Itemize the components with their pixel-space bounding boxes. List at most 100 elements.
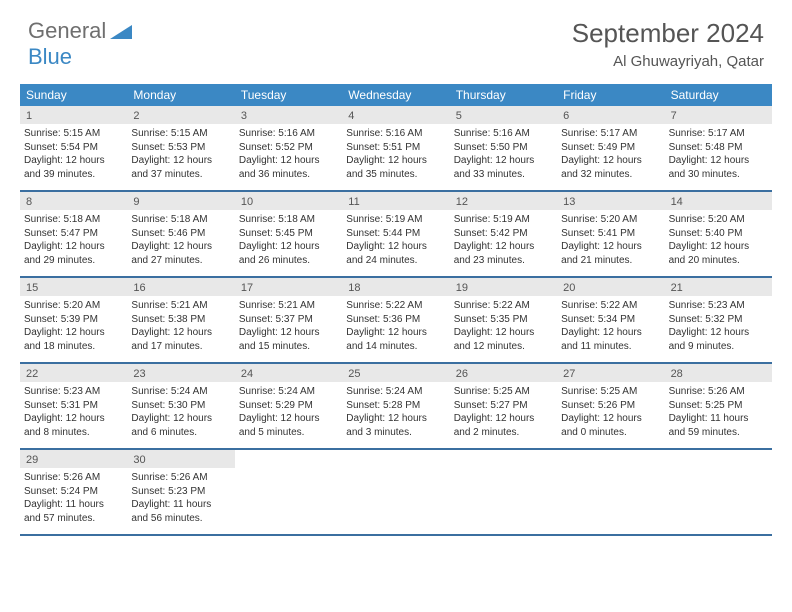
day-number: 29 xyxy=(20,452,44,468)
day-number: 3 xyxy=(235,108,253,124)
sunset-text: Sunset: 5:28 PM xyxy=(346,399,445,413)
day-cell: 7Sunrise: 5:17 AMSunset: 5:48 PMDaylight… xyxy=(665,106,772,190)
day-cell: 11Sunrise: 5:19 AMSunset: 5:44 PMDayligh… xyxy=(342,192,449,276)
daylight-text: and 9 minutes. xyxy=(669,340,768,354)
sunrise-text: Sunrise: 5:16 AM xyxy=(346,127,445,141)
sunset-text: Sunset: 5:48 PM xyxy=(669,141,768,155)
dow-wednesday: Wednesday xyxy=(342,84,449,106)
daylight-text: and 30 minutes. xyxy=(669,168,768,182)
day-number: 18 xyxy=(342,280,366,296)
day-cell: 25Sunrise: 5:24 AMSunset: 5:28 PMDayligh… xyxy=(342,364,449,448)
calendar: Sunday Monday Tuesday Wednesday Thursday… xyxy=(20,84,772,536)
day-cell: 18Sunrise: 5:22 AMSunset: 5:36 PMDayligh… xyxy=(342,278,449,362)
daylight-text: and 2 minutes. xyxy=(454,426,553,440)
sunrise-text: Sunrise: 5:19 AM xyxy=(346,213,445,227)
day-number: 7 xyxy=(665,108,683,124)
daylight-text: and 17 minutes. xyxy=(131,340,230,354)
sunrise-text: Sunrise: 5:25 AM xyxy=(454,385,553,399)
sunset-text: Sunset: 5:54 PM xyxy=(24,141,123,155)
sunset-text: Sunset: 5:41 PM xyxy=(561,227,660,241)
day-number: 8 xyxy=(20,194,38,210)
logo: General xyxy=(28,18,132,44)
daynum-bar: 18 xyxy=(342,278,449,296)
daynum-bar: 13 xyxy=(557,192,664,210)
day-cell: 28Sunrise: 5:26 AMSunset: 5:25 PMDayligh… xyxy=(665,364,772,448)
daylight-text: and 36 minutes. xyxy=(239,168,338,182)
daylight-text: Daylight: 12 hours xyxy=(24,326,123,340)
month-title: September 2024 xyxy=(572,18,764,49)
sunrise-text: Sunrise: 5:17 AM xyxy=(561,127,660,141)
daynum-bar xyxy=(557,450,664,468)
daynum-bar: 6 xyxy=(557,106,664,124)
sunset-text: Sunset: 5:29 PM xyxy=(239,399,338,413)
day-cell: 21Sunrise: 5:23 AMSunset: 5:32 PMDayligh… xyxy=(665,278,772,362)
logo-triangle-icon xyxy=(110,23,132,39)
day-cell: 20Sunrise: 5:22 AMSunset: 5:34 PMDayligh… xyxy=(557,278,664,362)
daynum-bar: 10 xyxy=(235,192,342,210)
title-block: September 2024 Al Ghuwayriyah, Qatar xyxy=(572,18,764,70)
daylight-text: and 18 minutes. xyxy=(24,340,123,354)
sunset-text: Sunset: 5:31 PM xyxy=(24,399,123,413)
sunrise-text: Sunrise: 5:18 AM xyxy=(131,213,230,227)
day-cell: 3Sunrise: 5:16 AMSunset: 5:52 PMDaylight… xyxy=(235,106,342,190)
daylight-text: and 32 minutes. xyxy=(561,168,660,182)
daynum-bar: 22 xyxy=(20,364,127,382)
daylight-text: Daylight: 12 hours xyxy=(669,240,768,254)
sunset-text: Sunset: 5:40 PM xyxy=(669,227,768,241)
daynum-bar: 7 xyxy=(665,106,772,124)
sunset-text: Sunset: 5:24 PM xyxy=(24,485,123,499)
sunset-text: Sunset: 5:36 PM xyxy=(346,313,445,327)
sunrise-text: Sunrise: 5:22 AM xyxy=(561,299,660,313)
daynum-bar: 30 xyxy=(127,450,234,468)
dow-header-row: Sunday Monday Tuesday Wednesday Thursday… xyxy=(20,84,772,106)
daynum-bar: 9 xyxy=(127,192,234,210)
dow-sunday: Sunday xyxy=(20,84,127,106)
sunrise-text: Sunrise: 5:21 AM xyxy=(131,299,230,313)
day-number: 23 xyxy=(127,366,151,382)
daylight-text: Daylight: 12 hours xyxy=(24,154,123,168)
day-cell: 6Sunrise: 5:17 AMSunset: 5:49 PMDaylight… xyxy=(557,106,664,190)
daylight-text: and 26 minutes. xyxy=(239,254,338,268)
daylight-text: and 59 minutes. xyxy=(669,426,768,440)
daylight-text: and 24 minutes. xyxy=(346,254,445,268)
daylight-text: Daylight: 12 hours xyxy=(346,240,445,254)
sunrise-text: Sunrise: 5:16 AM xyxy=(454,127,553,141)
day-cell: 24Sunrise: 5:24 AMSunset: 5:29 PMDayligh… xyxy=(235,364,342,448)
dow-friday: Friday xyxy=(557,84,664,106)
sunset-text: Sunset: 5:44 PM xyxy=(346,227,445,241)
daylight-text: Daylight: 11 hours xyxy=(24,498,123,512)
daylight-text: Daylight: 12 hours xyxy=(24,240,123,254)
sunrise-text: Sunrise: 5:18 AM xyxy=(239,213,338,227)
day-cell: 15Sunrise: 5:20 AMSunset: 5:39 PMDayligh… xyxy=(20,278,127,362)
daynum-bar: 24 xyxy=(235,364,342,382)
daynum-bar: 29 xyxy=(20,450,127,468)
daylight-text: and 8 minutes. xyxy=(24,426,123,440)
day-cell xyxy=(557,450,664,534)
day-cell: 1Sunrise: 5:15 AMSunset: 5:54 PMDaylight… xyxy=(20,106,127,190)
day-cell: 19Sunrise: 5:22 AMSunset: 5:35 PMDayligh… xyxy=(450,278,557,362)
daynum-bar: 19 xyxy=(450,278,557,296)
daynum-bar: 15 xyxy=(20,278,127,296)
sunrise-text: Sunrise: 5:20 AM xyxy=(24,299,123,313)
day-number: 15 xyxy=(20,280,44,296)
daylight-text: and 6 minutes. xyxy=(131,426,230,440)
day-number: 5 xyxy=(450,108,468,124)
week-row: 8Sunrise: 5:18 AMSunset: 5:47 PMDaylight… xyxy=(20,192,772,278)
sunset-text: Sunset: 5:34 PM xyxy=(561,313,660,327)
daylight-text: Daylight: 12 hours xyxy=(131,412,230,426)
day-cell: 16Sunrise: 5:21 AMSunset: 5:38 PMDayligh… xyxy=(127,278,234,362)
day-cell: 9Sunrise: 5:18 AMSunset: 5:46 PMDaylight… xyxy=(127,192,234,276)
sunrise-text: Sunrise: 5:24 AM xyxy=(346,385,445,399)
daylight-text: Daylight: 12 hours xyxy=(454,240,553,254)
daylight-text: Daylight: 12 hours xyxy=(454,326,553,340)
sunset-text: Sunset: 5:52 PM xyxy=(239,141,338,155)
daynum-bar: 25 xyxy=(342,364,449,382)
sunrise-text: Sunrise: 5:16 AM xyxy=(239,127,338,141)
daylight-text: and 21 minutes. xyxy=(561,254,660,268)
sunrise-text: Sunrise: 5:17 AM xyxy=(669,127,768,141)
daylight-text: Daylight: 12 hours xyxy=(131,154,230,168)
dow-monday: Monday xyxy=(127,84,234,106)
day-cell: 27Sunrise: 5:25 AMSunset: 5:26 PMDayligh… xyxy=(557,364,664,448)
day-cell: 23Sunrise: 5:24 AMSunset: 5:30 PMDayligh… xyxy=(127,364,234,448)
daynum-bar xyxy=(450,450,557,468)
